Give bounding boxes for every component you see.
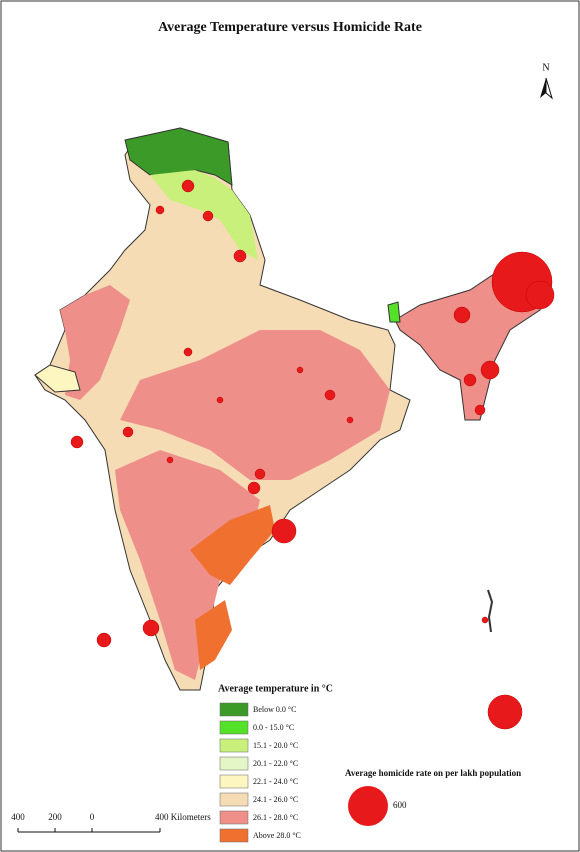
- scale-label: 0: [90, 812, 95, 822]
- size-symbol: [348, 786, 388, 826]
- title: Average Temperature versus Homicide Rate: [158, 20, 422, 35]
- legend-swatch: [219, 720, 249, 735]
- india-map: [34, 127, 555, 730]
- legend-label: 15.1 - 20.0 °C: [253, 741, 298, 750]
- legend-title: Average temperature in °C: [218, 683, 333, 694]
- legend-label: 20.1 - 22.0 °C: [253, 759, 298, 768]
- legend-label: 0.0 - 15.0 °C: [253, 723, 294, 732]
- legend-swatch: [219, 792, 249, 807]
- homicide-legend: Average homicide rate on per lakh popula…: [345, 768, 521, 826]
- legend-swatch: [219, 756, 249, 771]
- legend-label: Below 0.0 °C: [253, 705, 296, 714]
- scale-label: 400: [11, 812, 25, 822]
- legend-swatch: [219, 828, 249, 843]
- legend-swatch: [219, 774, 249, 789]
- legend-swatch: [219, 702, 249, 717]
- temperature-legend: Average temperature in °C Below 0.0 °C 0.…: [218, 683, 333, 843]
- legend-title: Average homicide rate on per lakh popula…: [345, 768, 521, 778]
- scale-label: 400 Kilometers: [155, 812, 211, 822]
- legend-label: 24.1 - 26.0 °C: [253, 795, 298, 804]
- size-label: 600: [393, 800, 407, 810]
- legend-label: 26.1 - 28.0 °C: [253, 813, 298, 822]
- north-label: N: [542, 62, 549, 73]
- legend-swatch: [219, 810, 249, 825]
- legend-label: Above 28.0 °C: [253, 831, 301, 840]
- legend-label: 22.1 - 24.0 °C: [253, 777, 298, 786]
- scale-label: 200: [48, 812, 62, 822]
- scale-bar: 400 200 0 400 Kilometers: [11, 812, 211, 833]
- legend-swatch: [219, 738, 249, 753]
- north-arrow: N: [540, 62, 553, 100]
